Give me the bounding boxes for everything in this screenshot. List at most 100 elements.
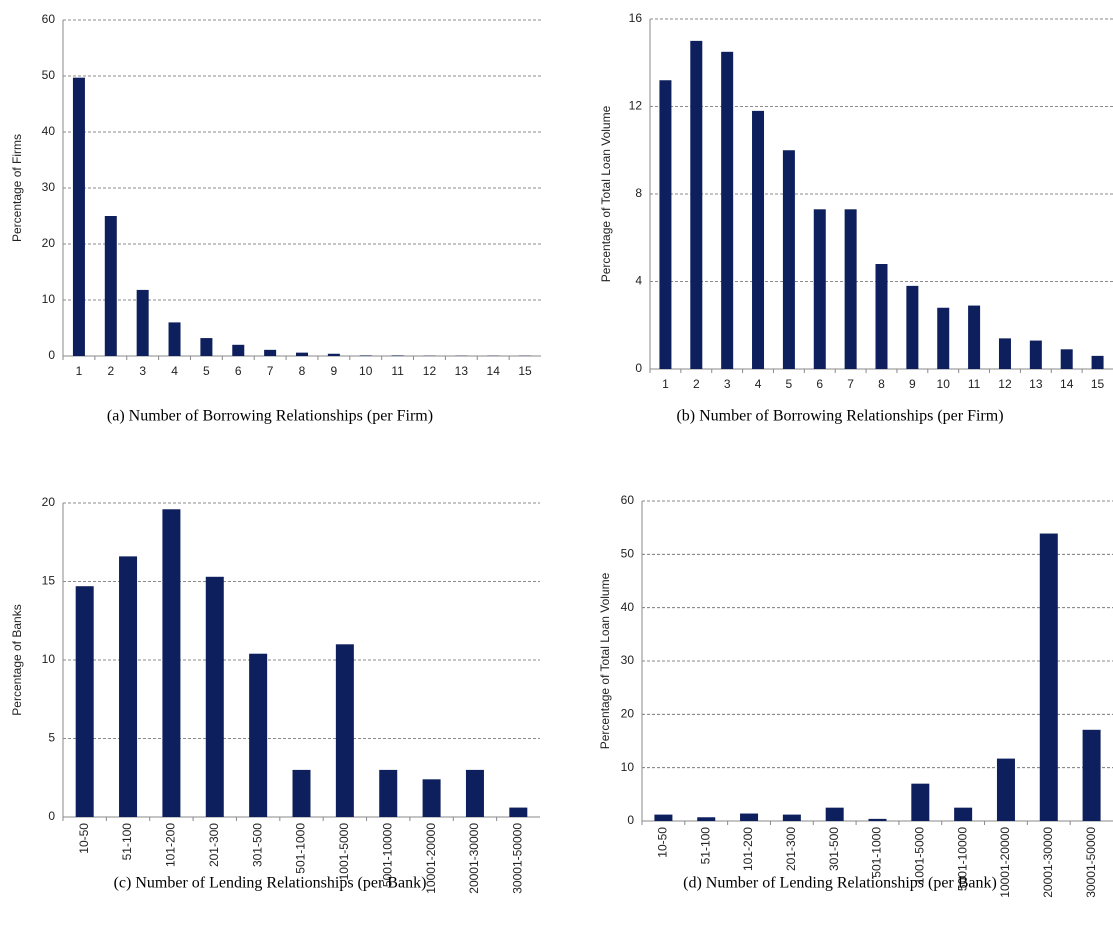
bar [813,209,826,369]
x-tick-label: 13 [1029,377,1043,391]
x-tick-label: 30001-50000 [510,823,524,894]
y-tick-label: 4 [635,274,642,288]
x-tick-label: 15 [1091,377,1105,391]
bar [875,264,888,369]
x-tick-label: 1 [662,377,669,391]
y-axis-label: Percentage of Banks [10,604,24,715]
caption: (d) Number of Lending Relationships (per… [683,875,997,892]
x-tick-label: 3 [139,364,146,378]
bar [162,509,181,817]
bar [205,576,224,817]
x-tick-label: 301-500 [827,827,841,871]
bar [509,807,528,817]
x-tick-label: 5001-10000 [955,827,969,891]
y-tick-label: 40 [42,124,56,138]
y-tick-label: 20 [42,495,56,509]
bar [296,352,308,356]
x-tick-label: 12 [423,364,437,378]
x-tick-label: 6 [816,377,823,391]
x-tick-label: 10 [937,377,951,391]
x-tick-label: 8 [299,364,306,378]
x-tick-label: 2 [693,377,700,391]
caption: (b) Number of Borrowing Relationships (p… [676,408,1003,425]
x-tick-label: 301-500 [250,823,264,867]
y-tick-label: 8 [635,186,642,200]
y-axis-label: Percentage of Firms [10,134,24,242]
bar [1029,340,1042,369]
bar [782,150,795,369]
bar [996,758,1015,821]
x-tick-label: 3 [724,377,731,391]
bar [868,818,887,821]
x-tick-label: 51-100 [120,823,134,861]
y-tick-label: 10 [42,292,56,306]
y-tick-label: 10 [42,652,56,666]
bar [844,209,857,369]
y-tick-label: 50 [42,68,56,82]
y-tick-label: 15 [42,574,56,588]
bar [998,338,1011,369]
bar [72,77,85,357]
bar [168,322,181,356]
x-tick-label: 5001-10000 [380,823,394,887]
x-tick-label: 12 [998,377,1012,391]
y-axis-label: Percentage of Total Loan Volume [598,572,612,749]
y-tick-label: 5 [48,731,55,745]
bar [1091,355,1104,369]
y-tick-label: 30 [621,653,635,667]
bar [465,769,484,817]
y-tick-label: 20 [621,707,635,721]
bar [740,813,759,821]
x-tick-label: 10-50 [77,823,91,854]
x-tick-label: 20001-30000 [467,823,481,894]
y-tick-label: 50 [621,547,635,561]
y-tick-label: 40 [621,600,635,614]
x-tick-label: 13 [455,364,469,378]
y-tick-label: 30 [42,180,56,194]
y-axis-label: Percentage of Total Loan Volume [599,105,613,282]
x-tick-label: 6 [235,364,242,378]
x-tick-label: 51-100 [698,827,712,865]
x-tick-label: 10001-20000 [998,827,1012,898]
y-tick-label: 0 [635,361,642,375]
x-tick-label: 11 [391,364,404,378]
caption: (a) Number of Borrowing Relationships (p… [107,408,433,425]
bar [1060,349,1073,369]
x-tick-label: 7 [267,364,274,378]
x-tick-label: 2 [107,364,114,378]
x-tick-label: 9 [909,377,916,391]
y-tick-label: 0 [627,813,634,827]
bar [697,817,716,821]
x-tick-label: 101-200 [741,827,755,871]
y-tick-label: 0 [48,348,55,362]
x-tick-label: 201-300 [207,823,221,867]
x-tick-label: 4 [171,364,178,378]
caption: (c) Number of Lending Relationships (per… [114,875,427,892]
x-tick-label: 14 [1060,377,1074,391]
bar [782,814,801,821]
bar [954,807,973,821]
bar [391,355,404,356]
bar [906,285,919,369]
x-tick-label: 9 [331,364,338,378]
bar [292,769,311,817]
x-tick-label: 10001-20000 [424,823,438,894]
x-tick-label: 501-1000 [294,823,308,874]
x-tick-label: 1001-5000 [337,823,351,881]
bar [104,216,117,356]
x-tick-label: 14 [487,364,501,378]
x-tick-label: 5 [786,377,793,391]
x-tick-label: 8 [878,377,885,391]
x-tick-label: 5 [203,364,210,378]
x-tick-label: 20001-30000 [1041,827,1055,898]
y-tick-label: 20 [42,236,56,250]
bar [825,807,844,821]
bar [752,110,765,369]
x-tick-label: 10-50 [656,827,670,858]
x-tick-label: 4 [755,377,762,391]
bar [659,80,672,369]
bar [690,40,703,369]
bar [75,586,94,817]
y-tick-label: 60 [621,493,635,507]
